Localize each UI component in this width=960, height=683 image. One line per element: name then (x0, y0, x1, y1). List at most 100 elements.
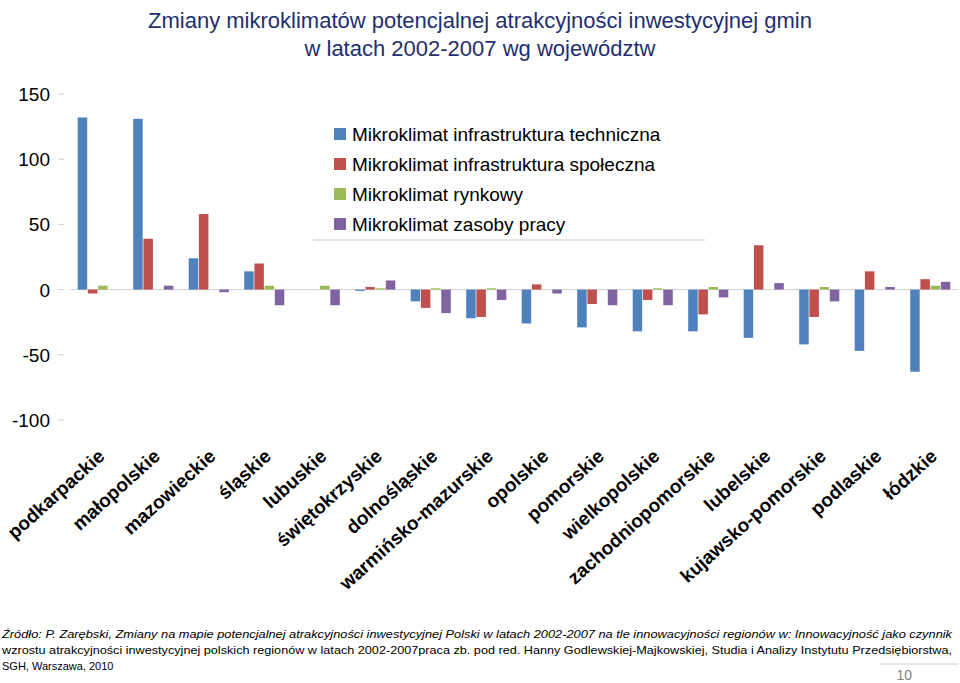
y-tick-label: -100 (12, 410, 50, 431)
x-tick-label: podlaskie (806, 445, 885, 519)
bar (386, 280, 396, 289)
legend: Mikroklimat infrastruktura techniczna Mik… (313, 118, 705, 240)
bar (78, 117, 88, 289)
bar (189, 258, 199, 289)
y-tick (58, 354, 64, 355)
bar (820, 287, 830, 290)
bars (78, 117, 951, 371)
bar (931, 286, 941, 290)
bar (133, 119, 143, 290)
bar (522, 290, 532, 324)
bar (355, 290, 365, 291)
bar (577, 290, 587, 328)
bar (830, 290, 840, 302)
bar (219, 290, 229, 293)
bar (598, 289, 608, 290)
bar (310, 289, 320, 290)
page-number: 10 (896, 667, 912, 683)
bar (365, 287, 375, 290)
bar (466, 290, 476, 319)
y-tick (58, 94, 64, 95)
y-tick-label: -50 (23, 345, 50, 366)
legend-swatch (334, 158, 346, 170)
bar (875, 289, 885, 290)
bar (300, 289, 310, 290)
bar (476, 290, 486, 317)
bar (431, 288, 441, 289)
bar (164, 286, 174, 290)
legend-label: Mikroklimat rynkowy (352, 184, 524, 205)
bar (709, 287, 719, 290)
bar (497, 290, 507, 300)
bar (421, 290, 431, 308)
bar (643, 290, 653, 300)
source-text: Źródło: P. Zarębski, Zmiany na mapie pot… (1, 628, 953, 640)
legend-swatch (334, 188, 346, 200)
y-tick (58, 289, 64, 290)
legend-swatch (334, 218, 346, 230)
bar (633, 290, 643, 332)
bar (608, 290, 618, 306)
source-text: SGH, Warszawa, 2010 (2, 660, 113, 672)
y-tick-label: 150 (18, 84, 50, 105)
bar (542, 289, 552, 290)
bar (411, 290, 421, 302)
bar (487, 288, 497, 289)
x-tick-label: mazowieckie (119, 445, 219, 538)
bar (754, 245, 764, 289)
bar (855, 290, 865, 351)
x-tick-label: łódzkie (879, 445, 941, 504)
bar (799, 290, 809, 345)
y-tick (58, 420, 64, 421)
bar (865, 271, 875, 289)
bar (143, 239, 153, 290)
title: w latach 2002-2007 wg województw (304, 36, 656, 61)
bar (376, 288, 386, 289)
y-tick-label: 100 (18, 149, 50, 170)
legend-swatch (334, 128, 346, 140)
y-tick-label: 0 (39, 280, 50, 301)
bar (663, 290, 673, 306)
bar (809, 290, 819, 317)
bar (244, 271, 254, 289)
bar (330, 290, 340, 306)
bar (910, 290, 920, 372)
bar (941, 282, 951, 290)
title: Zmiany mikroklimatów potencjalnej atrakc… (148, 8, 812, 33)
bar (88, 290, 98, 294)
bar (552, 290, 562, 294)
source-text: wzrostu atrakcyjności inwestycyjnej pols… (1, 644, 952, 656)
y-tick (58, 159, 64, 160)
bar (698, 290, 708, 315)
x-tick-label: warmińsko-mazurskie (335, 445, 497, 594)
legend-label: Mikroklimat zasoby pracy (352, 214, 566, 235)
bar (764, 289, 774, 290)
bar (920, 279, 930, 289)
legend-border (313, 240, 705, 241)
bar (719, 290, 729, 298)
bar (532, 284, 542, 289)
bar (209, 289, 219, 290)
y-tick (58, 224, 64, 225)
bar (653, 288, 663, 289)
y-tick-label: 50 (29, 214, 50, 235)
bar (441, 290, 451, 313)
legend-box (313, 118, 705, 240)
bar (98, 286, 108, 290)
bar (154, 289, 164, 290)
legend-label: Mikroklimat infrastruktura społeczna (352, 154, 655, 175)
bar (320, 286, 330, 290)
bar (275, 290, 285, 306)
bar (254, 264, 264, 290)
bar (744, 290, 754, 338)
bar (688, 290, 698, 332)
chart: Zmiany mikroklimatów potencjalnej atrakc… (0, 0, 960, 683)
page-rule (880, 664, 958, 665)
x-tick-label: podkarpackie (3, 445, 108, 543)
legend-label: Mikroklimat infrastruktura techniczna (352, 124, 661, 145)
bar (199, 214, 209, 290)
bar (587, 290, 597, 304)
bar (885, 287, 895, 290)
bar (108, 289, 118, 290)
bar (265, 286, 275, 290)
